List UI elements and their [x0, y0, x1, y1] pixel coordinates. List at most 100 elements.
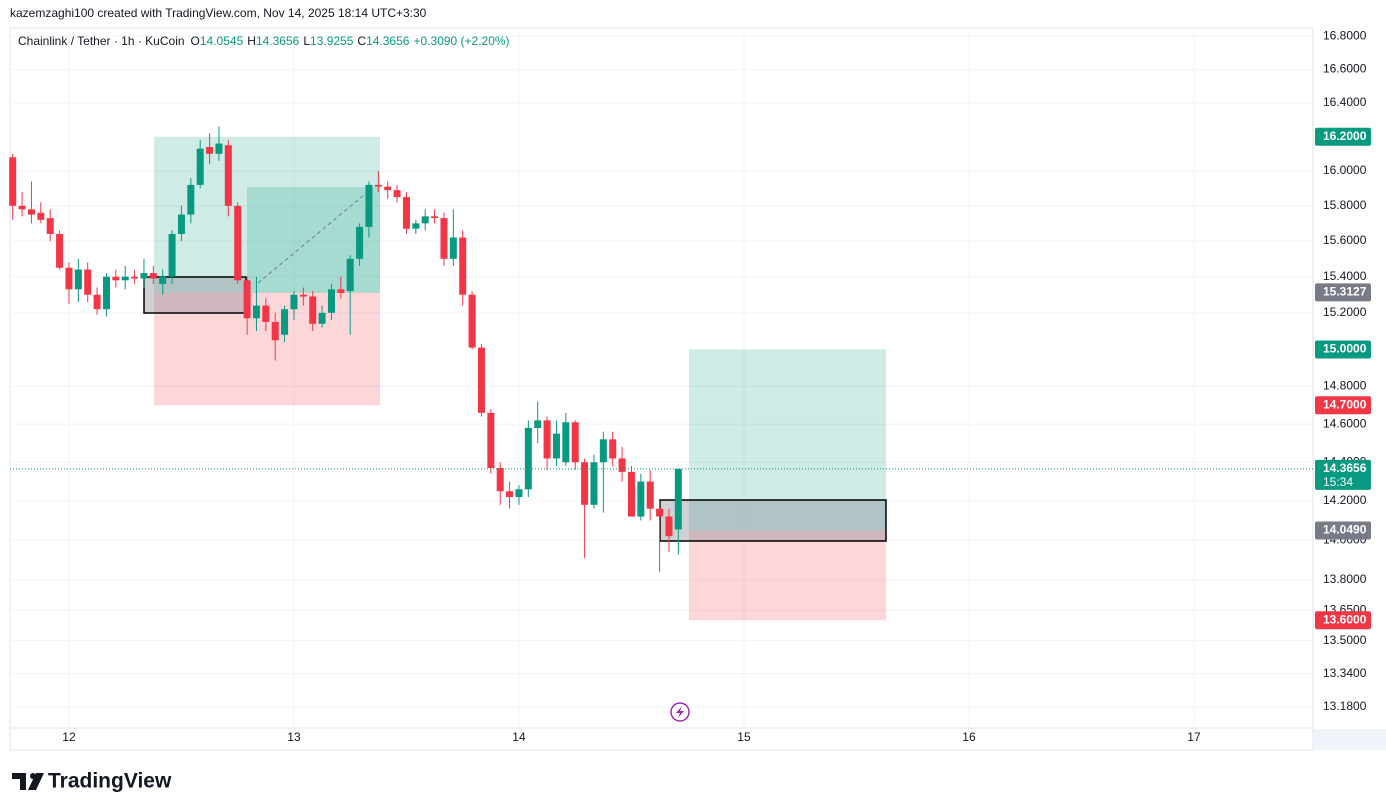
symbol: Chainlink / Tether · 1h · KuCoin	[18, 34, 185, 48]
candle-body	[365, 184, 373, 227]
candle-body	[224, 145, 232, 206]
y-tick-label: 14.6000	[1323, 416, 1367, 430]
price-label-box	[1315, 396, 1371, 415]
candle-body	[243, 280, 251, 319]
candle-body	[590, 462, 598, 505]
candle-body	[459, 237, 467, 295]
axis-corner	[1314, 729, 1386, 750]
candle-body	[84, 269, 92, 295]
candle-body	[187, 184, 195, 215]
candle-body	[562, 422, 570, 463]
candle-body	[252, 305, 260, 319]
candle-body	[18, 205, 26, 210]
candle-body	[599, 439, 607, 463]
price-label-box	[1315, 127, 1371, 146]
y-tick-label: 13.3400	[1323, 666, 1367, 680]
candle-body	[487, 412, 495, 469]
lightning-icon	[670, 702, 690, 722]
x-tick-label: 13	[287, 730, 301, 744]
candle-body	[37, 212, 45, 220]
y-tick-label: 15.6000	[1323, 233, 1367, 247]
candle-body	[281, 309, 289, 335]
brand-logo: TradingView	[12, 770, 172, 793]
candle-body	[571, 422, 579, 463]
candle-body	[543, 420, 551, 459]
ohlc-value: 14.3656	[256, 34, 300, 48]
y-tick-label: 16.6000	[1323, 61, 1367, 75]
x-tick-label: 15	[737, 730, 751, 744]
price-label: 15.3127	[1323, 285, 1367, 299]
candle-body	[131, 276, 139, 279]
candle-body	[496, 468, 504, 492]
brand-name: TradingView	[48, 770, 172, 793]
candle-body	[121, 276, 129, 281]
y-tick-label: 16.8000	[1323, 28, 1367, 42]
candle-body	[318, 312, 326, 324]
candle-body	[609, 439, 617, 459]
candle-body	[206, 146, 214, 154]
candle-body	[515, 489, 523, 498]
price-label-box	[1315, 521, 1371, 540]
price-label-box	[1315, 459, 1371, 490]
price-label-box	[1315, 340, 1371, 359]
y-tick-label: 16.0000	[1323, 163, 1367, 177]
y-tick-label: 15.8000	[1323, 198, 1367, 212]
x-tick-label: 12	[62, 730, 76, 744]
ohlc-value: 13.9255	[310, 34, 354, 48]
candle-body	[674, 468, 682, 530]
candle-body	[140, 273, 148, 279]
price-label: 14.7000	[1323, 397, 1367, 411]
y-tick-label: 15.2000	[1323, 305, 1367, 319]
candle-body	[196, 148, 204, 185]
candle-body	[299, 294, 307, 297]
candle-body	[468, 294, 476, 348]
candle-body	[309, 296, 317, 324]
candle-body	[27, 209, 35, 215]
candle-body	[384, 186, 392, 191]
ohlc-key: H	[247, 34, 256, 48]
trade-path	[257, 189, 371, 284]
candle-body	[102, 276, 110, 310]
candle-body	[637, 481, 645, 517]
stop-zone	[689, 530, 886, 621]
candle-body	[46, 218, 54, 234]
candle-body	[431, 216, 439, 219]
candle-body	[374, 184, 382, 187]
candle-body	[646, 481, 654, 509]
entry-box	[659, 499, 887, 542]
ohlc-key: L	[303, 34, 310, 48]
y-tick-label: 13.5000	[1323, 633, 1367, 647]
candle-body	[449, 237, 457, 259]
candle-body	[93, 294, 101, 310]
candle-body	[581, 462, 589, 505]
price-label: 15.0000	[1323, 342, 1367, 356]
candle-body	[112, 276, 120, 281]
ohlc-value: 14.0545	[200, 34, 244, 48]
price-label: 16.2000	[1323, 129, 1367, 143]
candle-body	[215, 143, 223, 154]
y-tick-label: 15.4000	[1323, 269, 1367, 283]
price-label-box	[1315, 611, 1371, 630]
y-tick-label: 14.8000	[1323, 379, 1367, 393]
price-label-box	[1315, 283, 1371, 302]
candle-body	[665, 516, 673, 537]
candle-body	[346, 258, 354, 292]
y-tick-label: 14.2000	[1323, 493, 1367, 507]
candle-body	[421, 216, 429, 224]
candle-body	[356, 226, 364, 259]
candle-body	[234, 205, 242, 281]
candle-body	[393, 190, 401, 198]
y-tick-label: 13.8000	[1323, 572, 1367, 586]
candle-body	[327, 289, 335, 313]
candle-body	[56, 233, 64, 268]
candle-body	[9, 157, 17, 206]
axes: 16.8000 16.6000 16.4000 16.0000 15.8000 15.60…	[62, 28, 1371, 744]
price-label: 14.0490	[1323, 523, 1367, 537]
y-tick-label: 16.4000	[1323, 95, 1367, 109]
price-label: 13.6000	[1323, 612, 1367, 626]
candle-body	[552, 433, 560, 459]
candle-body	[177, 214, 185, 234]
candle-body	[402, 197, 410, 229]
